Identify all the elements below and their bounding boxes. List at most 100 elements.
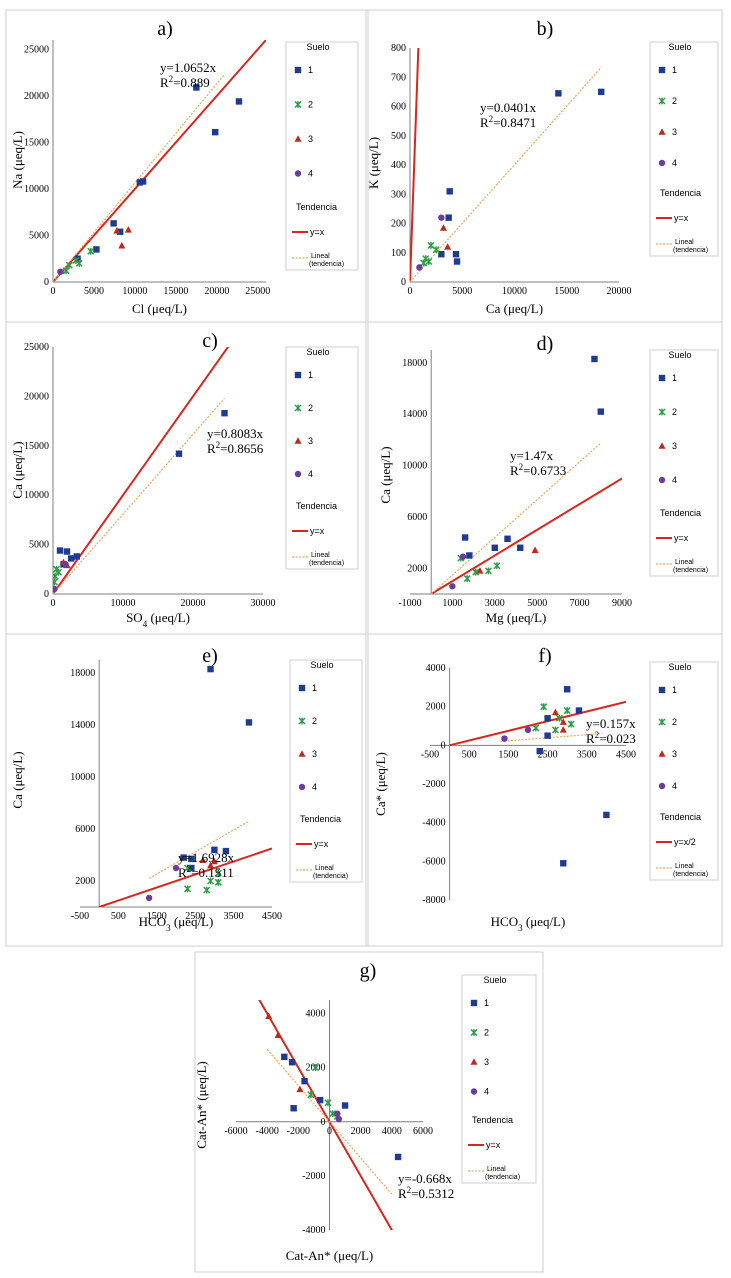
legend-label: 3	[308, 436, 313, 446]
data-point-series-3	[265, 1012, 273, 1020]
legend-ref-label: y=x	[310, 227, 325, 237]
data-point-series-2	[183, 864, 192, 872]
legend-trend-title: Tendencia	[296, 501, 337, 511]
trend-line	[266, 1049, 393, 1195]
y-tick-label: -4000	[422, 818, 445, 829]
legend: Suelo 1 2 3 4 Tendencia y=x Lineal(tendencia)	[285, 346, 359, 570]
chart-panel-c: 0 10000 20000 30000 0 5000 10000 15000 20000 2500…	[5, 321, 369, 635]
legend-label: 3	[672, 127, 677, 137]
data-point-series-4	[145, 894, 153, 902]
trend-equation: y=1.0652x	[160, 60, 217, 75]
data-point-series-1	[193, 84, 200, 91]
data-point-series-1	[560, 860, 567, 867]
x-tick-label: 3500	[577, 749, 597, 760]
data-point-series-1	[445, 214, 452, 221]
x-tick-label: 25000	[245, 286, 270, 297]
data-point-series-2	[53, 578, 58, 586]
y-tick-label: 0	[401, 277, 406, 288]
data-point-series-3	[124, 226, 132, 233]
y-tick-label: 14000	[402, 409, 427, 420]
legend-label: 4	[308, 469, 313, 479]
legend-trend-label-2: (tendencia)	[485, 1174, 520, 1181]
legend-marker-4	[294, 170, 302, 177]
x-axis-title: Mg (μeq/L)	[486, 610, 547, 625]
legend-marker-4	[658, 159, 666, 167]
trend-line	[53, 73, 226, 282]
legend-label: 2	[672, 407, 677, 417]
data-point-series-3	[274, 1031, 282, 1038]
legend-marker-2	[658, 408, 666, 416]
trend-r2: R2=0.5312	[398, 1185, 454, 1201]
x-tick-label: 5000	[527, 598, 547, 609]
y-tick-label: 25000	[24, 44, 49, 55]
y-tick-label: 18000	[70, 668, 95, 679]
legend-marker-1	[658, 686, 666, 694]
data-point-series-1	[139, 178, 147, 185]
data-point-series-1	[188, 855, 195, 863]
legend-ref-label: y=x	[674, 533, 689, 543]
x-tick-label: 4500	[262, 911, 282, 922]
x-tick-label: 4500	[616, 749, 636, 760]
data-point-series-2	[484, 567, 492, 575]
data-point-series-2	[540, 703, 548, 711]
legend-title: Suelo	[668, 42, 691, 52]
data-point-series-1	[517, 544, 524, 551]
legend-marker-4	[298, 783, 306, 791]
data-point-series-1	[555, 90, 562, 97]
data-point-series-4	[53, 585, 58, 593]
legend-label: 3	[672, 749, 677, 759]
data-point-series-1	[73, 553, 80, 560]
y-tick-label: 600	[391, 102, 406, 113]
trend-r2: R2=0.6733	[510, 462, 566, 478]
legend-marker-3	[658, 128, 666, 135]
y-tick-label: 10000	[24, 184, 49, 195]
data-point-series-4	[334, 1110, 341, 1117]
data-point-series-1	[452, 251, 460, 258]
data-point-series-1	[544, 732, 551, 739]
data-point-series-2	[65, 261, 73, 269]
legend-label: 4	[308, 169, 313, 179]
data-point-series-1	[235, 98, 243, 105]
y-tick-label: 4000	[426, 663, 446, 674]
y-tick-label: -2000	[302, 1171, 325, 1182]
data-point-series-1	[221, 409, 228, 417]
y-tick-label: 5000	[29, 540, 49, 551]
data-point-series-4	[524, 726, 532, 734]
legend-trend-label: Lineal	[315, 865, 334, 872]
legend-title: Suelo	[306, 347, 329, 357]
data-point-series-2	[75, 259, 83, 267]
reference-line	[449, 700, 626, 747]
x-tick-label: 5000	[452, 286, 472, 297]
data-point-series-2	[567, 720, 575, 728]
data-point-series-1	[116, 228, 124, 235]
y-tick-label: -2000	[422, 779, 445, 790]
legend-label: 1	[672, 373, 677, 383]
x-tick-label: 0	[51, 598, 56, 609]
trend-line	[53, 397, 225, 594]
y-tick-label: 0	[321, 1117, 326, 1128]
y-tick-label: 18000	[402, 358, 427, 369]
y-tick-label: 5000	[29, 230, 49, 241]
trend-equation: y=0.8083x	[207, 426, 264, 441]
data-point-series-1	[136, 179, 144, 186]
data-point-series-1	[394, 1153, 402, 1161]
data-point-series-1	[188, 864, 195, 872]
legend-label: 4	[484, 1087, 489, 1097]
panel-frame	[365, 633, 723, 947]
legend-label: 2	[672, 96, 677, 106]
x-tick-label: 7000	[570, 598, 590, 609]
data-point-series-1	[597, 408, 604, 415]
y-tick-label: 0	[441, 740, 446, 751]
y-tick-label: 0	[44, 589, 49, 600]
legend-ref-label: y=x	[486, 1140, 501, 1150]
y-axis-title: Ca (μeq/L)	[10, 441, 25, 498]
y-axis-title: Ca (μeq/L)	[10, 751, 25, 808]
x-tick-label: 20000	[181, 598, 206, 609]
data-point-series-1	[438, 251, 445, 258]
legend-trend-title: Tendencia	[660, 812, 701, 822]
reference-line	[98, 847, 272, 907]
data-point-series-3	[559, 726, 567, 733]
y-axis-title: K (μeq/L)	[366, 137, 381, 189]
legend-label: 1	[312, 683, 317, 693]
